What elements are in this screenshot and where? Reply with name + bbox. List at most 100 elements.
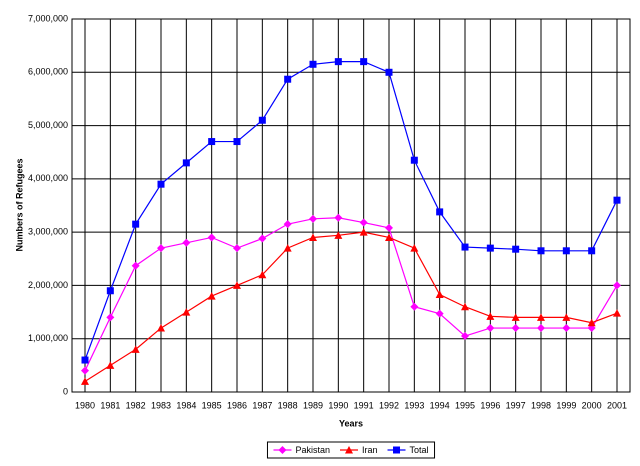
marker bbox=[283, 244, 292, 252]
marker bbox=[410, 302, 419, 311]
x-tick-label: 1994 bbox=[430, 400, 450, 410]
marker bbox=[309, 233, 317, 241]
x-axis-label: Years bbox=[339, 418, 363, 428]
marker bbox=[309, 60, 317, 68]
x-tick-label: 1999 bbox=[556, 400, 576, 410]
marker bbox=[233, 138, 241, 146]
x-tick-label: 1993 bbox=[404, 400, 424, 410]
marker bbox=[393, 446, 401, 454]
x-tick-label: 1987 bbox=[252, 400, 272, 410]
marker bbox=[512, 245, 520, 253]
marker bbox=[511, 324, 520, 333]
marker bbox=[562, 313, 571, 321]
x-tick-label: 1984 bbox=[176, 400, 196, 410]
marker bbox=[81, 356, 89, 364]
marker bbox=[81, 377, 89, 385]
marker bbox=[334, 231, 343, 239]
marker bbox=[182, 308, 191, 316]
marker bbox=[461, 332, 469, 341]
marker bbox=[284, 75, 292, 83]
x-tick-label: 1982 bbox=[126, 400, 146, 410]
y-tick-label: 7,000,000 bbox=[28, 13, 68, 23]
marker bbox=[486, 324, 495, 333]
marker bbox=[106, 361, 115, 369]
marker bbox=[385, 68, 393, 76]
marker bbox=[207, 292, 216, 300]
marker bbox=[258, 116, 266, 124]
marker bbox=[562, 324, 571, 333]
plot-border bbox=[71, 18, 631, 393]
marker bbox=[587, 318, 596, 327]
marker bbox=[283, 220, 292, 229]
series-line bbox=[84, 231, 618, 382]
marker bbox=[278, 446, 287, 454]
marker bbox=[131, 261, 140, 270]
x-tick-label: 1985 bbox=[202, 400, 222, 410]
marker bbox=[208, 138, 216, 146]
x-tick-label: 1981 bbox=[100, 400, 120, 410]
marker bbox=[562, 247, 570, 255]
x-tick-label: 1996 bbox=[480, 400, 500, 410]
marker bbox=[461, 243, 469, 251]
legend-label: Total bbox=[410, 445, 429, 455]
x-tick-label: 1992 bbox=[379, 400, 399, 410]
x-tick-label: 1997 bbox=[506, 400, 526, 410]
y-tick-label: 2,000,000 bbox=[28, 280, 68, 290]
legend-label: Pakistan bbox=[295, 445, 330, 455]
marker bbox=[511, 313, 520, 321]
marker bbox=[132, 220, 140, 228]
marker bbox=[182, 238, 191, 247]
marker bbox=[334, 58, 342, 66]
marker bbox=[537, 247, 545, 255]
x-tick-label: 1983 bbox=[151, 400, 171, 410]
y-axis-label: Numbers of Refugees bbox=[14, 158, 24, 251]
marker bbox=[435, 290, 444, 298]
y-tick-label: 4,000,000 bbox=[28, 173, 68, 183]
marker bbox=[157, 324, 165, 332]
legend-label: Iran bbox=[362, 445, 378, 455]
marker bbox=[613, 309, 621, 317]
marker bbox=[309, 214, 317, 223]
marker bbox=[537, 324, 545, 333]
marker bbox=[486, 244, 494, 252]
y-tick-label: 6,000,000 bbox=[28, 67, 68, 77]
marker bbox=[182, 159, 190, 167]
legend: Pakistan Iran Total bbox=[266, 441, 436, 459]
marker bbox=[410, 244, 419, 252]
x-tick-label: 1990 bbox=[328, 400, 348, 410]
marker bbox=[359, 228, 368, 236]
x-tick-label: 2000 bbox=[582, 400, 602, 410]
marker bbox=[486, 312, 495, 320]
marker bbox=[537, 313, 545, 321]
x-tick-label: 1995 bbox=[455, 400, 475, 410]
x-tick-label: 1980 bbox=[75, 400, 95, 410]
x-tick-label: 1998 bbox=[531, 400, 551, 410]
marker bbox=[334, 213, 343, 222]
marker bbox=[436, 208, 444, 216]
x-tick-label: 2001 bbox=[607, 400, 627, 410]
y-tick-label: 1,000,000 bbox=[28, 333, 68, 343]
marker bbox=[461, 302, 469, 311]
x-tick-label: 1988 bbox=[278, 400, 298, 410]
marker bbox=[258, 234, 267, 243]
marker bbox=[360, 58, 368, 66]
series-line bbox=[84, 217, 618, 371]
series-line bbox=[84, 61, 618, 361]
marker bbox=[106, 313, 115, 322]
x-tick-label: 1986 bbox=[227, 400, 247, 410]
marker bbox=[385, 223, 393, 232]
marker bbox=[613, 281, 621, 290]
marker bbox=[106, 287, 114, 295]
marker bbox=[157, 244, 165, 253]
marker bbox=[410, 156, 418, 164]
marker bbox=[233, 281, 241, 289]
marker bbox=[258, 270, 267, 279]
x-tick-label: 1989 bbox=[303, 400, 323, 410]
marker bbox=[359, 218, 368, 227]
marker bbox=[385, 233, 393, 241]
marker bbox=[435, 309, 444, 318]
x-tick-label: 1991 bbox=[354, 400, 374, 410]
marker bbox=[207, 233, 216, 242]
marker bbox=[157, 180, 165, 188]
